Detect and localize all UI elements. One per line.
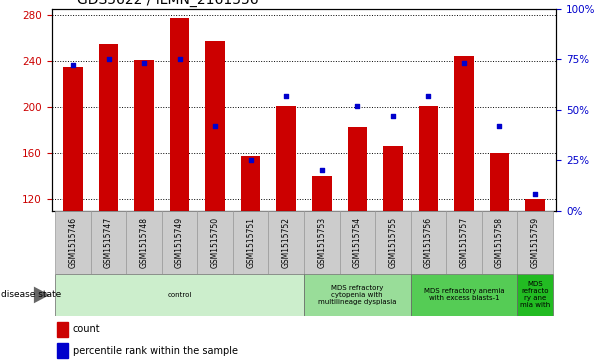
Bar (454, 56, 474, 211)
Text: GSM1515747: GSM1515747 (104, 217, 113, 268)
Point (104, 57, 114, 62)
Bar (304, 211, 339, 274)
Bar (162, 211, 198, 274)
Bar (304, 274, 410, 316)
Text: GSM1515758: GSM1515758 (495, 217, 504, 268)
Text: GSM1515757: GSM1515757 (460, 217, 468, 268)
Bar (55, 274, 304, 316)
Bar (55, 211, 91, 274)
Text: GSM1515756: GSM1515756 (424, 217, 433, 268)
Bar (233, 211, 269, 274)
Text: GSM1515751: GSM1515751 (246, 217, 255, 268)
Point (494, 123, 504, 129)
Text: GSM1515759: GSM1515759 (531, 217, 539, 268)
Bar (383, 146, 402, 211)
Bar (410, 274, 517, 316)
Bar (525, 199, 545, 211)
Bar (63, 67, 83, 211)
Bar (98, 44, 119, 211)
Point (174, 57, 184, 62)
Point (210, 123, 220, 129)
Text: GSM1515749: GSM1515749 (175, 217, 184, 268)
Point (139, 61, 149, 66)
Text: MDS refractory anemia
with excess blasts-1: MDS refractory anemia with excess blasts… (424, 289, 504, 301)
Bar (517, 274, 553, 316)
Bar (312, 176, 331, 211)
Bar (419, 106, 438, 211)
Text: count: count (73, 325, 100, 334)
Text: GSM1515754: GSM1515754 (353, 217, 362, 268)
Bar (198, 211, 233, 274)
Bar (126, 211, 162, 274)
Bar (170, 18, 189, 211)
Bar (489, 153, 510, 211)
Text: MDS
refracto
ry ane
mia with: MDS refracto ry ane mia with (520, 281, 550, 309)
Text: GSM1515752: GSM1515752 (282, 217, 291, 268)
Bar (134, 60, 154, 211)
Text: GSM1515753: GSM1515753 (317, 217, 326, 268)
Text: GSM1515746: GSM1515746 (69, 217, 77, 268)
Bar (269, 211, 304, 274)
Text: control: control (167, 292, 192, 298)
Polygon shape (34, 287, 50, 303)
Point (424, 93, 434, 99)
Bar (241, 156, 260, 211)
Text: disease state: disease state (1, 290, 61, 299)
Bar (410, 211, 446, 274)
Point (459, 61, 469, 66)
Point (530, 192, 540, 197)
Point (282, 93, 291, 99)
Bar (339, 211, 375, 274)
Bar (348, 126, 367, 211)
Point (353, 103, 362, 109)
Bar (375, 211, 410, 274)
Point (68, 62, 78, 68)
Bar (482, 211, 517, 274)
Text: GSM1515755: GSM1515755 (389, 217, 398, 268)
Bar (206, 41, 225, 211)
Bar (277, 106, 296, 211)
Bar (57, 343, 68, 358)
Point (317, 167, 326, 173)
Point (388, 113, 398, 119)
Text: GSM1515750: GSM1515750 (210, 217, 219, 268)
Text: GSM1515748: GSM1515748 (140, 217, 148, 268)
Bar (91, 211, 126, 274)
Text: percentile rank within the sample: percentile rank within the sample (73, 346, 238, 356)
Bar (57, 322, 68, 337)
Bar (446, 211, 482, 274)
Text: MDS refractory
cytopenia with
multilineage dysplasia: MDS refractory cytopenia with multilinea… (318, 285, 396, 305)
Text: GDS5622 / ILMN_2161556: GDS5622 / ILMN_2161556 (77, 0, 258, 7)
Point (246, 157, 255, 163)
Bar (517, 211, 553, 274)
